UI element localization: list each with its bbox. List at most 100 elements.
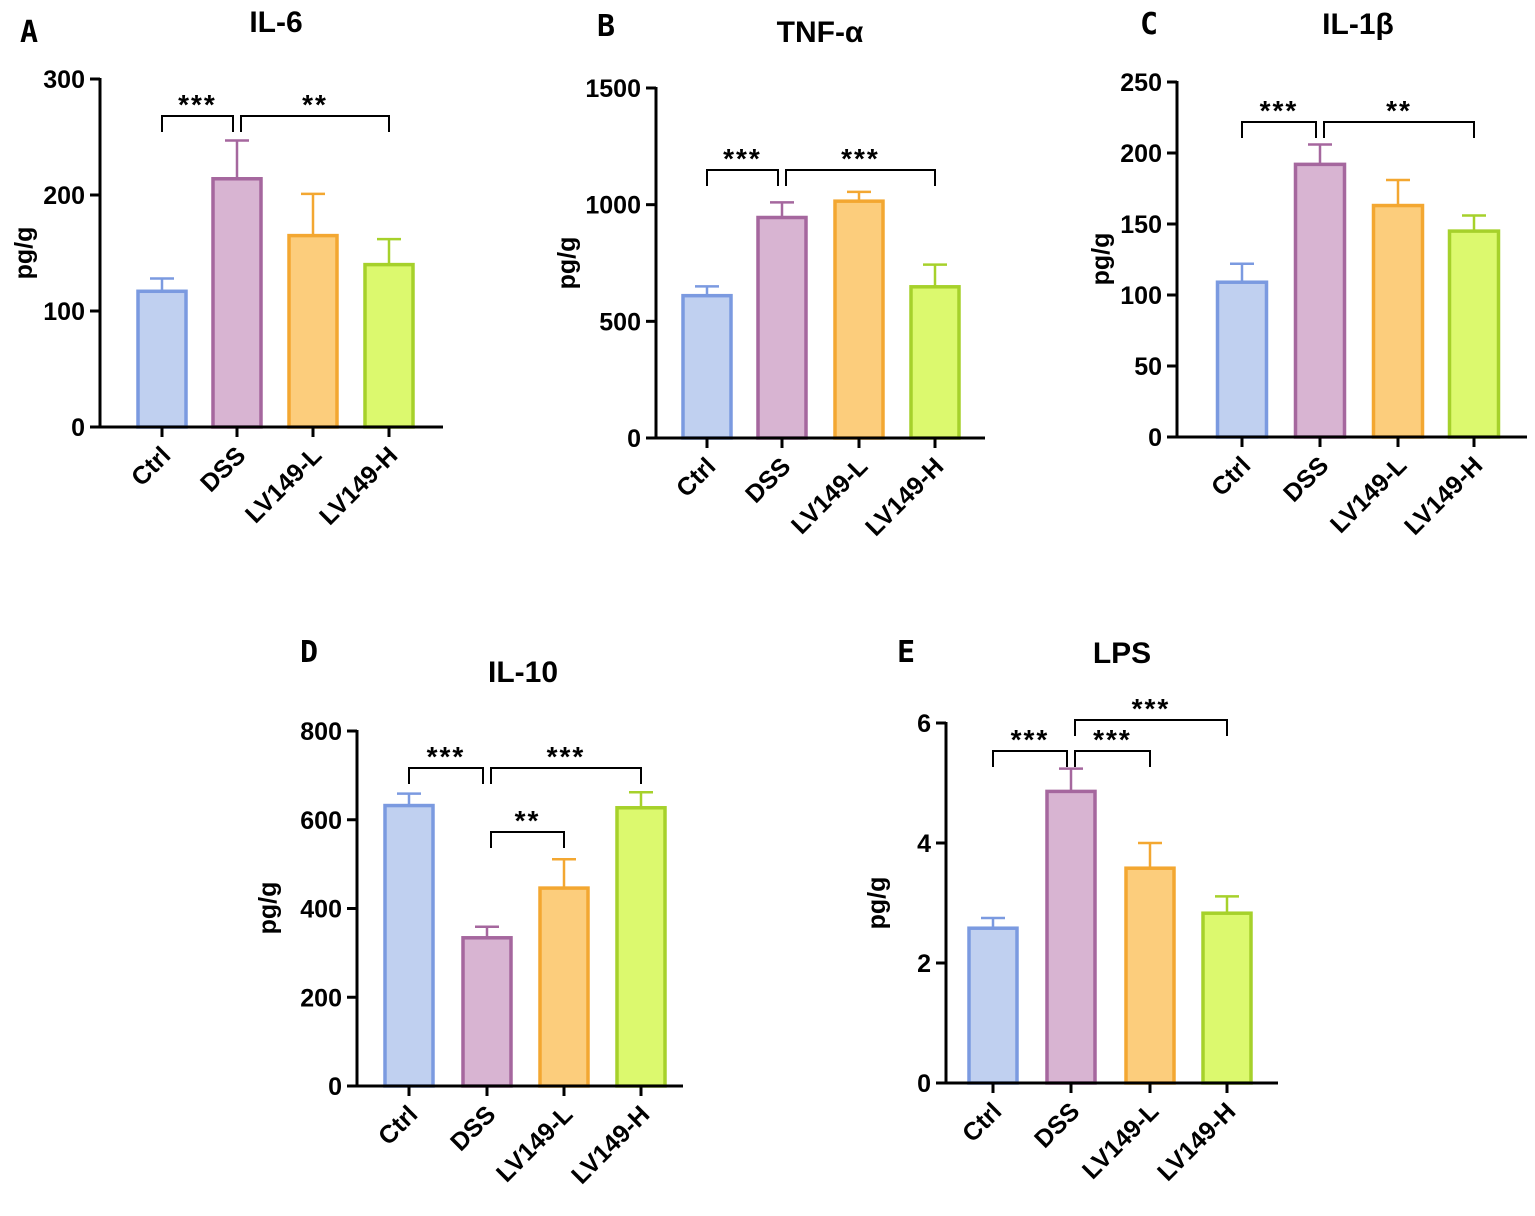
y-tick-label-a-100: 100 [43,298,85,326]
y-axis-label-e: pg/g [863,877,891,930]
y-tick-label-c-100: 100 [1120,282,1162,310]
category-label-d-dss: DSS [445,1100,501,1156]
category-label-a-ctrl: Ctrl [126,441,176,491]
y-tick-label-b-500: 500 [599,308,641,336]
y-tick-label-c-200: 200 [1120,140,1162,168]
panel-letter-b: B [597,9,615,44]
panel-a-il6: A IL-6 pg/g 0 100 200 300 Ctrl DSSLV149-LLV149-H… [10,6,443,531]
bar-e-dss [1045,789,1097,1085]
y-tick-label-a-300: 300 [43,66,85,94]
y-tick-label-c-0: 0 [1148,424,1162,452]
panel-letter-d: D [300,635,318,670]
bar-a-lv149-h [363,262,415,429]
bar-e-ctrl [967,926,1019,1085]
category-label-d-lv149-h: LV149-H [566,1100,655,1189]
chart-title-a: IL-6 [249,6,302,39]
significance-label-b-0: *** [723,143,762,174]
category-label-e-lv149-l: LV149-L [1077,1097,1164,1184]
panel-letter-e: E [897,635,915,670]
significance-label-a-0: *** [178,89,217,120]
category-label-a-dss: DSS [195,441,251,497]
bar-d-lv149-l [538,886,590,1088]
y-tick-label-b-1000: 1000 [585,192,641,220]
category-label-b-lv149-h: LV149-H [860,452,949,541]
category-label-e-lv149-h: LV149-H [1152,1097,1241,1186]
bar-c-ctrl [1215,280,1269,439]
significance-label-a-1: ** [302,89,328,120]
y-tick-label-d-800: 800 [300,718,342,746]
significance-bracket-c-0 [1241,121,1317,138]
bar-a-lv149-l [287,233,339,429]
significance-bracket-b-1 [785,169,936,186]
significance-bracket-a-0 [161,115,234,132]
y-tick-label-a-0: 0 [71,414,85,442]
bar-b-lv149-l [833,199,885,440]
y-tick-label-c-150: 150 [1120,211,1162,239]
category-label-a-lv149-h: LV149-H [314,441,403,530]
bar-d-lv149-h [615,806,667,1088]
category-label-e-ctrl: Ctrl [957,1097,1007,1147]
y-axis-label-c: pg/g [1087,233,1115,286]
y-tick-label-b-0: 0 [627,425,641,453]
category-label-c-lv149-h: LV149-H [1399,451,1488,540]
y-tick-label-b-1500: 1500 [585,75,641,103]
bar-c-dss [1293,162,1347,439]
significance-bracket-d-2 [490,831,565,848]
bar-c-lv149-l [1371,203,1425,439]
significance-label-d-0: *** [427,741,466,772]
category-label-c-lv149-l: LV149-L [1325,451,1412,538]
y-tick-label-c-250: 250 [1120,69,1162,97]
y-tick-label-e-0: 0 [917,1070,931,1098]
significance-bracket-d-0 [408,767,484,784]
y-axis-label-d: pg/g [254,882,282,935]
significance-label-b-1: *** [841,143,880,174]
category-label-a-lv149-l: LV149-L [240,441,327,528]
significance-bracket-e-0 [992,750,1068,767]
bar-e-lv149-h [1201,911,1253,1085]
chart-title-c: IL-1β [1322,8,1394,41]
category-label-b-dss: DSS [740,452,796,508]
bar-a-ctrl [136,289,188,429]
y-tick-label-d-200: 200 [300,984,342,1012]
significance-bracket-e-1 [1074,750,1151,767]
category-label-d-lv149-l: LV149-L [491,1100,578,1187]
significance-label-e-0: *** [1011,724,1050,755]
bar-d-dss [461,936,513,1088]
significance-label-e-1: *** [1093,724,1132,755]
significance-bracket-b-0 [706,169,779,186]
category-label-e-dss: DSS [1029,1097,1085,1153]
y-axis-label-a: pg/g [10,227,38,280]
y-tick-label-e-6: 6 [917,710,931,738]
y-tick-label-c-50: 50 [1134,353,1162,381]
panel-c-il1-beta: C IL-1β pg/g 0 50 100 150 200 250 Ctrl DSSLV149-LL… [1087,7,1527,541]
chart-title-d: IL-10 [488,656,558,689]
y-tick-label-d-400: 400 [300,896,342,924]
y-tick-label-e-4: 4 [917,830,931,858]
significance-label-c-0: *** [1260,95,1299,126]
significance-label-e-2: *** [1132,693,1171,724]
category-label-c-dss: DSS [1278,451,1334,507]
panel-d-il10: D IL-10 pg/g 0 200 400 600 800 Ctrl DSSLV149-LLV1… [254,635,683,1190]
bar-b-ctrl [681,293,733,440]
panel-b-tnf-alpha: B TNF-α pg/g 0 500 1000 1500 Ctrl DSSLV149-LLV14… [553,9,985,542]
bar-a-dss [211,177,263,429]
significance-label-d-1: *** [547,741,586,772]
significance-label-d-2: ** [515,805,541,836]
bar-d-ctrl [383,803,435,1088]
panel-letter-a: A [20,15,38,50]
y-tick-label-e-2: 2 [917,950,931,978]
significance-bracket-d-1 [490,767,642,784]
bar-e-lv149-l [1124,866,1176,1085]
category-label-b-lv149-l: LV149-L [786,452,873,539]
y-axis-label-b: pg/g [553,237,581,290]
bar-c-lv149-h [1447,229,1501,439]
category-label-d-ctrl: Ctrl [373,1100,423,1150]
y-tick-label-d-600: 600 [300,807,342,835]
panel-letter-c: C [1140,7,1158,42]
chart-title-b: TNF-α [777,16,864,49]
category-label-b-ctrl: Ctrl [671,452,721,502]
chart-title-e: LPS [1093,637,1151,670]
bar-b-lv149-h [909,285,961,440]
